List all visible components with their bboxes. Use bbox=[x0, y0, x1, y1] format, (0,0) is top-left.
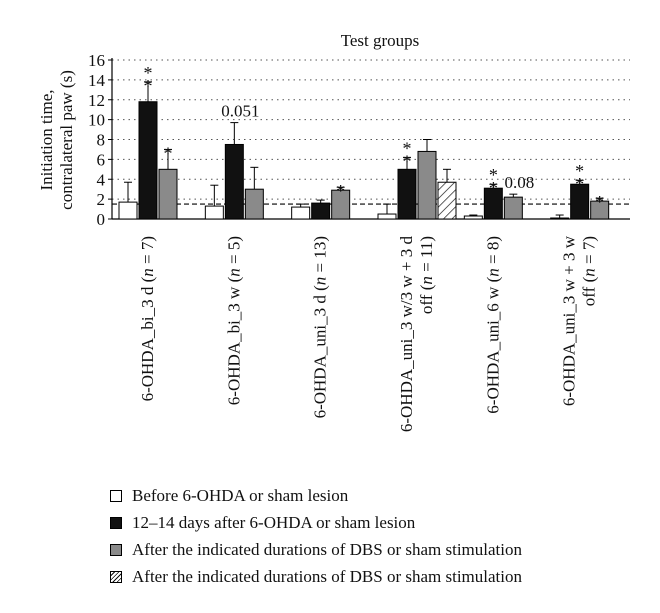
significance-marker: * * bbox=[403, 138, 412, 171]
significance-marker: * bbox=[595, 192, 604, 212]
x-tick-label-part: = 13) bbox=[311, 236, 330, 277]
significance-star: * bbox=[489, 165, 498, 185]
significance-marker: * * bbox=[575, 161, 584, 194]
legend-label: After the indicated durations of DBS or … bbox=[132, 539, 522, 559]
bar bbox=[463, 215, 483, 220]
x-axis-labels: 6-OHDA_bi_3 d (n = 7)6-OHDA_bi_3 w (n = … bbox=[138, 235, 599, 432]
x-tick-label-part: = 11) bbox=[417, 236, 436, 276]
y-tick-label: 2 bbox=[97, 190, 106, 209]
y-tick-label: 16 bbox=[88, 51, 105, 70]
significance-star: * bbox=[164, 143, 173, 163]
x-tick-label-part: n bbox=[580, 268, 599, 277]
y-tick-label: 10 bbox=[88, 111, 105, 130]
significance-marker: * * bbox=[144, 63, 153, 96]
x-tick-label: 6-OHDA_uni_3 w/3 w + 3 d bbox=[397, 236, 416, 433]
bar bbox=[244, 188, 264, 220]
x-tick-label: off (n = 11) bbox=[417, 236, 436, 314]
bar bbox=[503, 196, 523, 220]
legend-swatch-white bbox=[110, 489, 122, 502]
x-tick-label-part: 6-OHDA_uni_3 w + 3 w bbox=[560, 235, 579, 406]
x-tick-label: off (n = 7) bbox=[580, 236, 599, 306]
bar bbox=[158, 168, 178, 220]
legend-item-dbs: After the indicated durations of DBS or … bbox=[110, 536, 522, 563]
significance-star: * bbox=[336, 181, 345, 201]
x-tick-label-part: n bbox=[311, 277, 330, 286]
bar bbox=[437, 181, 457, 220]
x-tick-label-part: = 8) bbox=[483, 236, 502, 268]
x-tick-label-part: 6-OHDA_uni_3 w/3 w + 3 d bbox=[397, 236, 416, 433]
x-tick-label-part: = 7) bbox=[580, 236, 599, 268]
legend-swatch-black bbox=[110, 516, 122, 529]
y-tick-label: 12 bbox=[88, 91, 105, 110]
bar bbox=[118, 201, 138, 220]
significance-star: * bbox=[595, 192, 604, 212]
significance-star: * bbox=[403, 151, 412, 171]
bar bbox=[138, 101, 158, 220]
legend-label: After the indicated durations of DBS or … bbox=[132, 566, 522, 586]
significance-star: * bbox=[144, 76, 153, 96]
bars: * **0.051** ** * 0.08* ** bbox=[118, 63, 610, 220]
bar bbox=[377, 213, 397, 220]
x-tick-label: 6-OHDA_uni_6 w (n = 8) bbox=[483, 236, 502, 414]
bar bbox=[550, 217, 570, 220]
bar bbox=[397, 168, 417, 220]
y-axis-label-line: contralateral paw (s) bbox=[57, 70, 76, 210]
significance-marker: * * bbox=[489, 165, 498, 198]
significance-star: * bbox=[575, 174, 584, 194]
significance-star: * bbox=[489, 178, 498, 198]
x-tick-label-part: 6-OHDA_bi_3 d ( bbox=[138, 276, 157, 401]
y-tick-label: 4 bbox=[97, 170, 106, 189]
x-tick-label-part: n bbox=[224, 268, 243, 277]
bar bbox=[291, 206, 311, 220]
x-tick-label: 6-OHDA_bi_3 w (n = 5) bbox=[224, 236, 243, 405]
legend-swatch-hatched bbox=[110, 570, 122, 583]
y-tick-label: 14 bbox=[88, 71, 106, 90]
x-tick-label-part: n bbox=[138, 268, 157, 277]
y-tick-label: 0 bbox=[97, 210, 106, 229]
x-tick-label-part: = 7) bbox=[138, 236, 157, 268]
p-value-label: 0.051 bbox=[221, 102, 259, 121]
legend-item-dbs-hatched: After the indicated durations of DBS or … bbox=[110, 563, 522, 590]
x-tick-label-part: 6-OHDA_bi_3 w ( bbox=[224, 276, 243, 405]
x-tick-label-part: n bbox=[417, 276, 436, 285]
legend-item-before: Before 6-OHDA or sham lesion bbox=[110, 482, 522, 509]
bar bbox=[311, 202, 331, 220]
legend-label: 12–14 days after 6-OHDA or sham lesion bbox=[132, 512, 416, 532]
x-tick-label: 6-OHDA_uni_3 d (n = 13) bbox=[311, 236, 330, 418]
significance-star: * bbox=[403, 138, 412, 158]
y-axis-label-line: Initiation time, bbox=[37, 89, 56, 190]
bar bbox=[417, 150, 437, 220]
significance-star: * bbox=[575, 161, 584, 181]
x-tick-label-part: n bbox=[483, 268, 502, 277]
significance-marker: * bbox=[164, 143, 173, 163]
gridlines bbox=[111, 58, 630, 220]
legend-label: Before 6-OHDA or sham lesion bbox=[132, 485, 349, 505]
bar bbox=[204, 205, 224, 220]
x-tick-label-part: 6-OHDA_uni_6 w ( bbox=[483, 276, 502, 413]
x-tick-label: 6-OHDA_bi_3 d (n = 7) bbox=[138, 236, 157, 401]
x-tick-label-part: off ( bbox=[417, 284, 436, 314]
legend-swatch-gray bbox=[110, 543, 122, 556]
chart-title: Test groups bbox=[341, 31, 420, 50]
x-tick-label-part: = 5) bbox=[224, 236, 243, 268]
y-tick-label: 6 bbox=[97, 150, 106, 169]
significance-marker: * bbox=[336, 181, 345, 201]
x-tick-label-part: off ( bbox=[580, 276, 599, 306]
y-axis-label: Initiation time,contralateral paw (s) bbox=[37, 70, 76, 210]
x-tick-label: 6-OHDA_uni_3 w + 3 w bbox=[560, 235, 579, 406]
p-value-label: 0.08 bbox=[504, 173, 534, 192]
legend-item-after-lesion: 12–14 days after 6-OHDA or sham lesion bbox=[110, 509, 522, 536]
significance-star: * bbox=[144, 63, 153, 83]
y-tick-label: 8 bbox=[97, 131, 106, 150]
legend: Before 6-OHDA or sham lesion 12–14 days … bbox=[110, 482, 522, 590]
x-tick-label-part: 6-OHDA_uni_3 d ( bbox=[311, 285, 330, 418]
bar bbox=[224, 143, 244, 220]
